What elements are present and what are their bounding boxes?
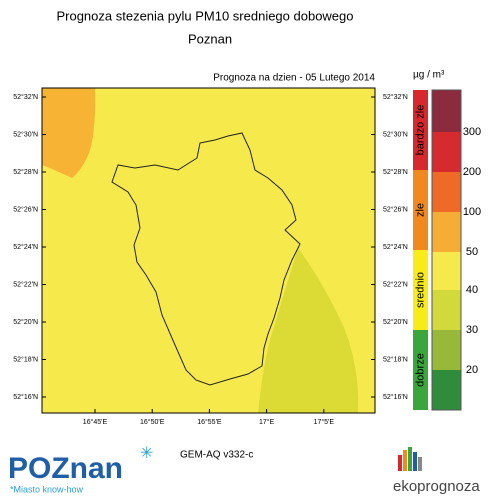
lat-label: 52°28'N [383, 168, 408, 176]
lat-label: 52°26'N [383, 205, 408, 213]
city-boundary [111, 132, 301, 386]
lon-label: 16°55'E [197, 418, 222, 426]
category-label: bardzo zle [414, 105, 426, 156]
category-label: dobrze [414, 353, 426, 387]
lat-label: 52°22'N [383, 280, 408, 288]
legend-tick-label: 20 [466, 364, 478, 376]
category-bar [413, 90, 428, 170]
lon-label: 16°45'E [83, 418, 108, 426]
subtitle: Poznan [188, 31, 232, 46]
category-label: zle [414, 203, 426, 217]
brand: ekoprognoza [393, 478, 480, 495]
title: Prognoza stezenia pylu PM10 sredniego do… [56, 8, 353, 23]
lon-label: 16°50'E [140, 418, 165, 426]
color-step [432, 212, 461, 252]
orange-zone [42, 88, 96, 178]
logo: POZnan [8, 452, 123, 485]
legend-tick-label: 300 [463, 126, 481, 138]
lat-label: 52°24'N [383, 243, 408, 251]
lat-label: 52°26'N [13, 205, 38, 213]
color-step [432, 252, 461, 290]
green-zone [258, 248, 359, 413]
map [41, 87, 376, 414]
brand-icon [398, 447, 422, 471]
model-label: GEM-AQ v332-c [180, 450, 253, 461]
legend-tick-label: 30 [466, 324, 478, 336]
lat-label: 52°18'N [383, 355, 408, 363]
color-step [432, 90, 461, 132]
legend: µg / m³ [413, 70, 462, 411]
lat-label: 52°20'N [383, 318, 408, 326]
lat-label: 52°32'N [13, 93, 38, 101]
color-step [432, 132, 461, 172]
lon-label: 17°E [259, 418, 275, 426]
lat-label: 52°30'N [13, 130, 38, 138]
category-bar [413, 170, 428, 250]
color-frame [431, 89, 462, 411]
category-bar [413, 330, 428, 410]
legend-tick-label: 100 [463, 206, 481, 218]
lat-label: 52°28'N [13, 168, 38, 176]
lon-label: 17°5'E [314, 418, 335, 426]
color-step [432, 330, 461, 370]
logo-star: ✳ [140, 445, 153, 462]
category-label: srednio [414, 272, 426, 308]
color-step [432, 370, 461, 410]
color-step [432, 172, 461, 212]
lat-label: 52°18'N [13, 355, 38, 363]
lat-label: 52°22'N [13, 280, 38, 288]
tagline: *Miasto know-how [10, 484, 84, 494]
date-label: Prognoza na dzien - 05 Lutego 2014 [213, 73, 375, 84]
color-step [432, 290, 461, 330]
legend-tick-label: 40 [466, 284, 478, 296]
map-frame [41, 87, 376, 414]
legend-tick-label: 50 [466, 246, 478, 258]
lat-label: 52°32'N [383, 93, 408, 101]
legend-tick-label: 200 [463, 166, 481, 178]
lat-label: 52°30'N [383, 130, 408, 138]
lat-label: 52°24'N [13, 243, 38, 251]
lat-label: 52°16'N [383, 393, 408, 401]
legend-unit: µg / m³ [413, 70, 445, 81]
category-bar [413, 250, 428, 330]
lat-label: 52°16'N [13, 393, 38, 401]
lat-label: 52°20'N [13, 318, 38, 326]
